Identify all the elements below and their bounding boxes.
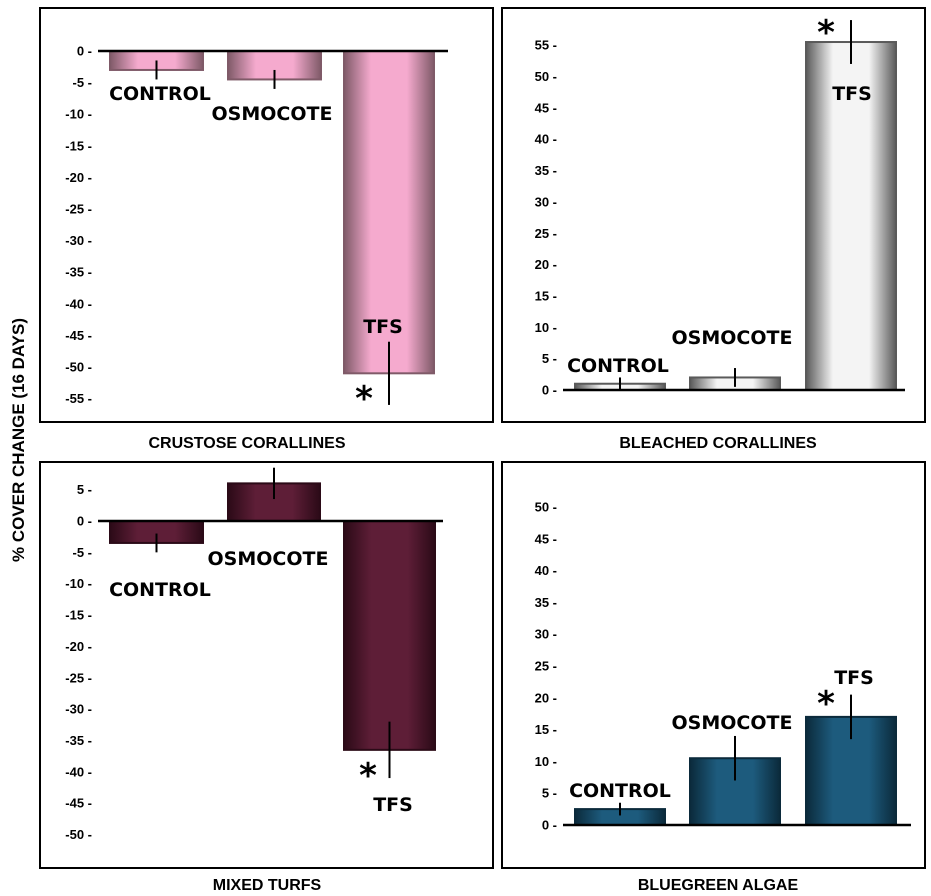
y-tick-label: -45 - [65, 328, 92, 343]
y-tick-label: 15 - [535, 288, 557, 303]
y-tick-label: -20 - [65, 639, 92, 654]
y-tick-label: 5 - [542, 351, 557, 366]
category-label: OSMOCOTE [672, 327, 793, 349]
y-tick-label: -30 - [65, 702, 92, 717]
y-tick-label: 35 - [535, 163, 557, 178]
category-label: TFS [834, 667, 874, 689]
chart-panel: BLEACHED CORALLINES 0 - 5 - 10 - 15 - 20 - 25 … [501, 7, 926, 452]
y-tick-label: -50 - [65, 827, 92, 842]
category-label: TFS [832, 83, 872, 105]
y-tick-label: -5 - [73, 545, 93, 560]
significance-marker: * [359, 756, 377, 796]
y-tick-label: -25 - [65, 670, 92, 685]
y-tick-label: -40 - [65, 764, 92, 779]
y-tick-label: 45 - [535, 531, 557, 546]
chart-panel: MIXED TURFS 5 - 0 - -5 - -10 - -15 - -20 - -25 … [39, 461, 494, 894]
y-tick-label: 40 - [535, 132, 557, 147]
panel-title: BLEACHED CORALLINES [619, 435, 817, 452]
y-tick-label: -10 - [65, 576, 92, 591]
y-tick-label: 50 - [535, 500, 557, 515]
category-label: OSMOCOTE [212, 103, 333, 125]
bar [343, 520, 436, 751]
bar [343, 50, 435, 375]
y-tick-label: 30 - [535, 627, 557, 642]
y-tick-label: 5 - [542, 786, 557, 801]
y-tick-label: -25 - [65, 202, 92, 217]
y-tick-label: 20 - [535, 257, 557, 272]
category-label: TFS [373, 794, 413, 816]
significance-marker: * [817, 13, 835, 53]
y-tick-label: 0 - [77, 44, 92, 59]
y-tick-label: -5 - [73, 75, 93, 90]
category-label: CONTROL [109, 83, 211, 105]
y-tick-label: 25 - [535, 226, 557, 241]
y-tick-label: 25 - [535, 659, 557, 674]
significance-marker: * [817, 684, 835, 724]
y-tick-label: -55 - [65, 391, 92, 406]
panel-title: BLUEGREEN ALGAE [638, 877, 799, 894]
y-tick-label: 0 - [77, 514, 92, 529]
category-label: OSMOCOTE [672, 712, 793, 734]
y-tick-label: -15 - [65, 608, 92, 623]
y-axis-label: % COVER CHANGE (16 DAYS) [9, 318, 28, 562]
y-tick-label: -40 - [65, 296, 92, 311]
category-label: CONTROL [109, 579, 211, 601]
panel-title: CRUSTOSE CORALLINES [148, 435, 345, 452]
y-tick-label: -45 - [65, 796, 92, 811]
y-tick-label: -35 - [65, 265, 92, 280]
y-tick-label: 10 - [535, 320, 557, 335]
y-tick-label: 55 - [535, 38, 557, 53]
category-label: CONTROL [569, 780, 671, 802]
significance-marker: * [355, 379, 373, 419]
y-tick-label: 10 - [535, 754, 557, 769]
y-tick-label: -10 - [65, 107, 92, 122]
y-tick-label: 15 - [535, 722, 557, 737]
chart-panel: BLUEGREEN ALGAE 0 - 5 - 10 - 15 - 20 - 25 - 30 … [501, 461, 926, 894]
y-tick-label: -15 - [65, 138, 92, 153]
y-tick-label: 50 - [535, 69, 557, 84]
y-tick-label: 40 - [535, 563, 557, 578]
y-tick-label: 35 - [535, 595, 557, 610]
y-tick-label: 5 - [77, 482, 92, 497]
panel-title: MIXED TURFS [213, 877, 322, 894]
chart-panel: CRUSTOSE CORALLINES 0 - -5 - -10 - -15 - -20 … [39, 7, 494, 452]
y-tick-label: 0 - [542, 818, 557, 833]
y-tick-label: -20 - [65, 170, 92, 185]
y-tick-label: -35 - [65, 733, 92, 748]
y-tick-label: 45 - [535, 100, 557, 115]
category-label: CONTROL [567, 355, 669, 377]
y-tick-label: 20 - [535, 690, 557, 705]
category-label: OSMOCOTE [208, 548, 329, 570]
bar [805, 41, 897, 391]
y-tick-label: -30 - [65, 233, 92, 248]
y-tick-label: 30 - [535, 194, 557, 209]
y-tick-label: 0 - [542, 383, 557, 398]
category-label: TFS [363, 316, 403, 338]
y-tick-label: -50 - [65, 360, 92, 375]
